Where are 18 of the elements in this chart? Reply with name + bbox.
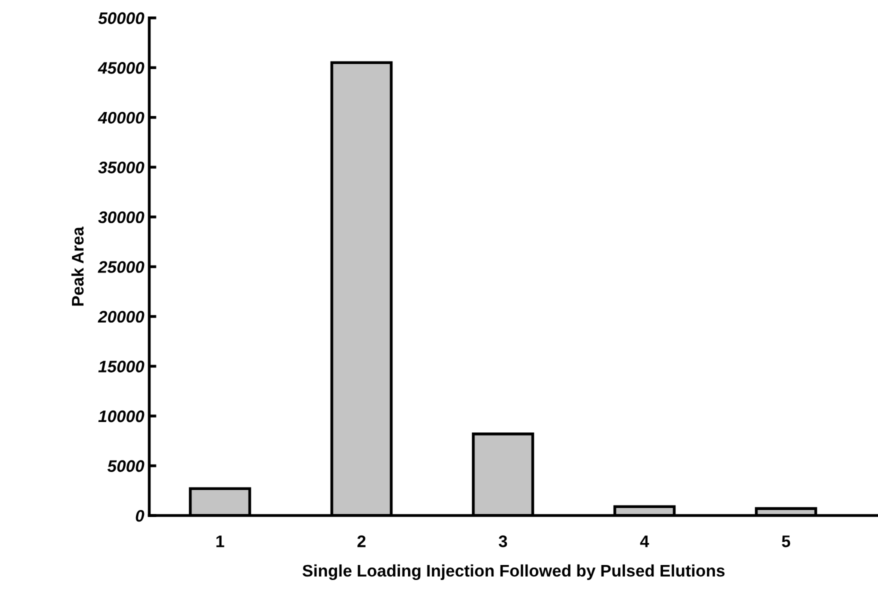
y-tick-label: 35000 (98, 162, 144, 174)
y-tick-label: 15000 (98, 360, 144, 372)
y-tick-label: 0 (136, 510, 144, 522)
x-tick-label: 2 (357, 535, 366, 548)
x-tick-label: 4 (640, 536, 650, 548)
y-axis-title: Peak Area (71, 226, 84, 306)
x-tick-label: 1 (216, 536, 224, 548)
y-tick-label: 25000 (98, 261, 144, 273)
x-axis-title: Single Loading Injection Followed by Pulsed Elutions (302, 564, 725, 580)
x-tick-label: 3 (498, 535, 508, 548)
y-tick-label: 30000 (98, 211, 144, 224)
y-tick-label: 20000 (98, 310, 144, 323)
x-tick-label: 5 (782, 536, 790, 548)
y-tick-label: 40000 (98, 112, 144, 124)
y-tick-label: 50000 (98, 12, 144, 24)
y-tick-label: 5000 (107, 460, 144, 472)
y-tick-label: 45000 (98, 62, 144, 74)
y-tick-label: 10000 (98, 410, 144, 422)
